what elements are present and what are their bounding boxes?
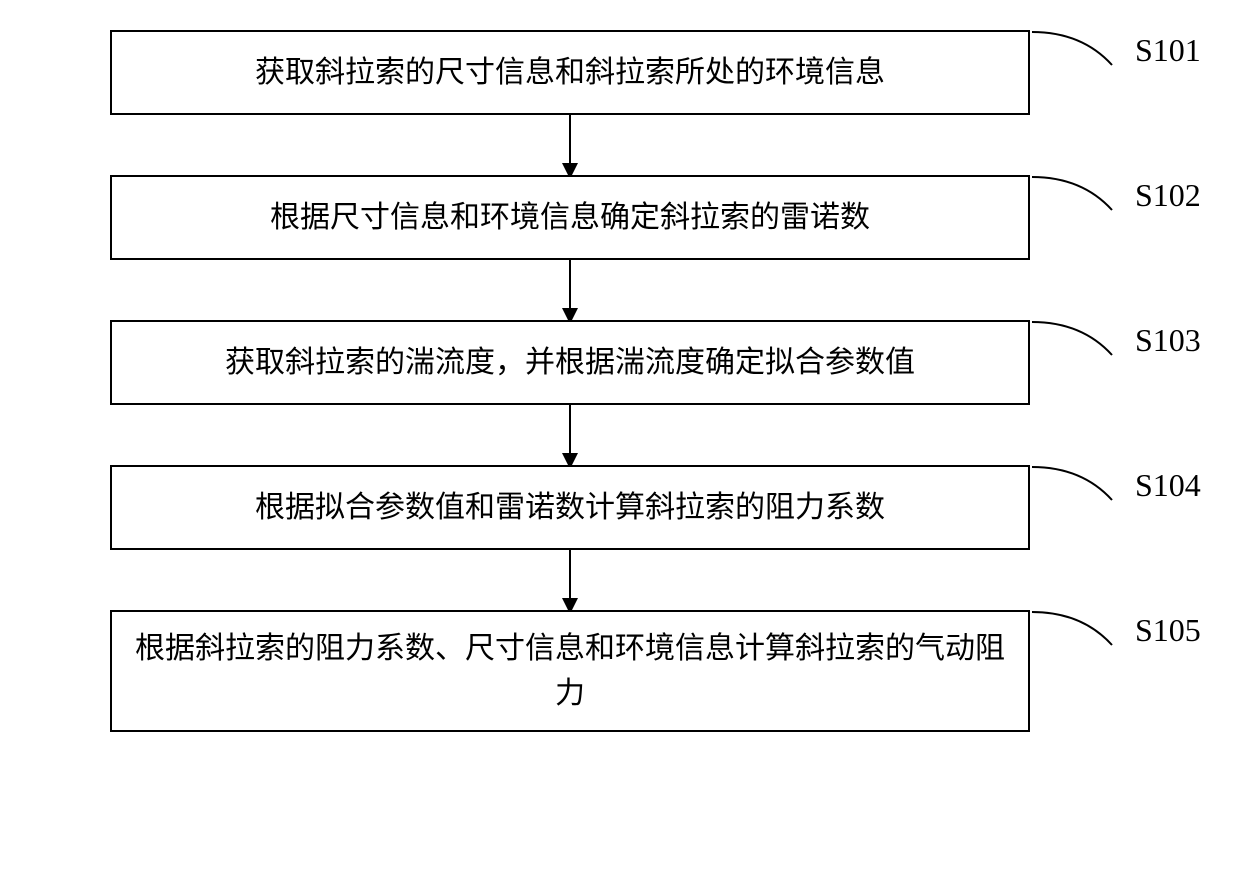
step-text-2: 根据尺寸信息和环境信息确定斜拉索的雷诺数 [270, 195, 870, 240]
step-text-3: 获取斜拉索的湍流度，并根据湍流度确定拟合参数值 [225, 340, 915, 385]
step-label-3: S103 [1135, 322, 1201, 359]
connector-5 [1032, 610, 1132, 650]
step-text-1: 获取斜拉索的尺寸信息和斜拉索所处的环境信息 [255, 50, 885, 95]
step-box-1: 获取斜拉索的尺寸信息和斜拉索所处的环境信息 [110, 30, 1030, 115]
step-label-5: S105 [1135, 612, 1201, 649]
arrow-1 [569, 115, 571, 175]
step-label-4: S104 [1135, 467, 1201, 504]
step-box-5: 根据斜拉索的阻力系数、尺寸信息和环境信息计算斜拉索的气动阻力 [110, 610, 1030, 732]
step-label-2: S102 [1135, 177, 1201, 214]
step-container-1: 获取斜拉索的尺寸信息和斜拉索所处的环境信息 S101 [80, 30, 1160, 115]
connector-4 [1032, 465, 1132, 505]
step-text-5: 根据斜拉索的阻力系数、尺寸信息和环境信息计算斜拉索的气动阻力 [132, 626, 1008, 716]
arrow-3 [569, 405, 571, 465]
step-text-4: 根据拟合参数值和雷诺数计算斜拉索的阻力系数 [255, 485, 885, 530]
step-label-1: S101 [1135, 32, 1201, 69]
step-container-3: 获取斜拉索的湍流度，并根据湍流度确定拟合参数值 S103 [80, 320, 1160, 405]
connector-3 [1032, 320, 1132, 360]
step-container-5: 根据斜拉索的阻力系数、尺寸信息和环境信息计算斜拉索的气动阻力 S105 [80, 610, 1160, 732]
arrow-4 [569, 550, 571, 610]
flowchart-container: 获取斜拉索的尺寸信息和斜拉索所处的环境信息 S101 根据尺寸信息和环境信息确定… [80, 30, 1160, 732]
step-box-3: 获取斜拉索的湍流度，并根据湍流度确定拟合参数值 [110, 320, 1030, 405]
step-container-2: 根据尺寸信息和环境信息确定斜拉索的雷诺数 S102 [80, 175, 1160, 260]
connector-1 [1032, 30, 1132, 70]
arrow-2 [569, 260, 571, 320]
step-container-4: 根据拟合参数值和雷诺数计算斜拉索的阻力系数 S104 [80, 465, 1160, 550]
step-box-2: 根据尺寸信息和环境信息确定斜拉索的雷诺数 [110, 175, 1030, 260]
connector-2 [1032, 175, 1132, 215]
step-box-4: 根据拟合参数值和雷诺数计算斜拉索的阻力系数 [110, 465, 1030, 550]
